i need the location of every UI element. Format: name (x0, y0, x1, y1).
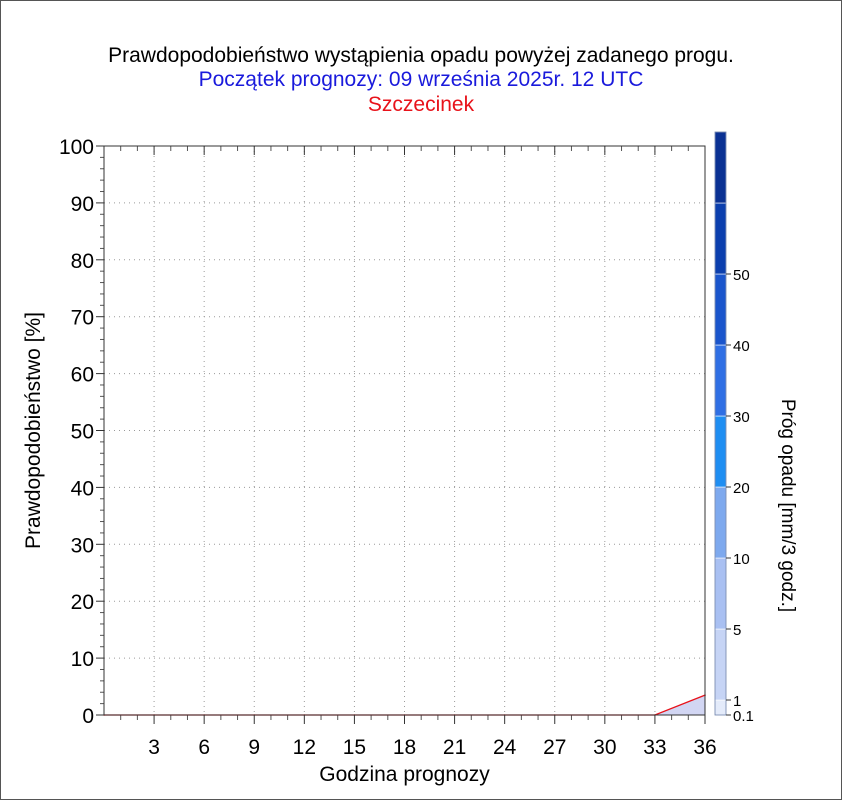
colorbar-segment (714, 273, 727, 346)
x-tick-label: 33 (643, 736, 666, 759)
y-tick-labels: 0 10 20 30 40 50 60 70 80 90 100 (59, 136, 104, 728)
colorbar-segment (714, 699, 727, 716)
colorbar-border (714, 131, 727, 716)
colorbar-segment (714, 557, 727, 630)
x-tick-label: 3 (148, 736, 160, 759)
colorbar-threshold-label: 40 (733, 338, 750, 355)
y-tick-label: 60 (71, 364, 94, 387)
x-tick-label: 24 (493, 736, 517, 759)
y-tick-label: 20 (71, 591, 94, 614)
series-layer (103, 694, 706, 716)
minor-ticks (100, 146, 689, 720)
grid-lines (104, 146, 705, 715)
colorbar-threshold-label: 0.1 (733, 708, 754, 725)
colorbar-label: Próg opadu [mm/3 godz.] (777, 399, 798, 612)
colorbar-segment (714, 486, 727, 559)
x-tick-label: 36 (693, 736, 716, 759)
colorbar-threshold-label: 20 (733, 480, 750, 497)
y-tick-label: 30 (71, 534, 94, 557)
x-axis-label: Godzina prognozy (319, 763, 490, 786)
colorbar-segment (714, 628, 727, 701)
colorbar-threshold-label: 5 (733, 622, 741, 639)
y-tick-label: 90 (71, 193, 94, 216)
chart-location: Szczecinek (367, 93, 475, 116)
x-tick-label: 12 (293, 736, 316, 759)
colorbar-segment (714, 131, 727, 204)
y-tick-label: 50 (71, 421, 94, 444)
series-line-0.1 (104, 694, 706, 716)
x-tick-label: 27 (543, 736, 566, 759)
colorbar-segment (714, 344, 727, 417)
x-tick-label: 21 (443, 736, 466, 759)
y-tick-label: 100 (59, 136, 94, 159)
y-tick-label: 70 (71, 307, 94, 330)
series-area-0.1 (104, 695, 705, 715)
colorbar-segment (714, 202, 727, 275)
colorbar-threshold-label: 10 (733, 551, 750, 568)
y-tick-label: 40 (71, 477, 94, 500)
colorbar-threshold-label: 30 (733, 409, 750, 426)
y-axis-label: Prawdopodobieństwo [%] (22, 312, 45, 549)
colorbar-threshold-label: 1 (733, 693, 741, 710)
colorbar-segment (714, 415, 727, 488)
y-tick-label: 0 (82, 705, 94, 728)
x-tick-label: 6 (198, 736, 210, 759)
x-tick-label: 15 (343, 736, 366, 759)
colorbar: 0.11 5 10 20 30 40 50 (714, 131, 754, 725)
x-tick-labels: 3 6 9 12 15 18 21 24 27 30 33 36 (148, 146, 717, 759)
x-tick-label: 30 (593, 736, 616, 759)
x-tick-label: 9 (248, 736, 260, 759)
y-tick-label: 80 (71, 250, 94, 273)
chart-subtitle: Początek prognozy: 09 września 2025r. 12… (198, 68, 644, 91)
y-tick-label: 10 (71, 648, 94, 671)
chart-title: Prawdopodobieństwo wystąpienia opadu pow… (108, 44, 734, 67)
colorbar-threshold-label: 50 (733, 267, 750, 284)
x-tick-label: 18 (393, 736, 416, 759)
